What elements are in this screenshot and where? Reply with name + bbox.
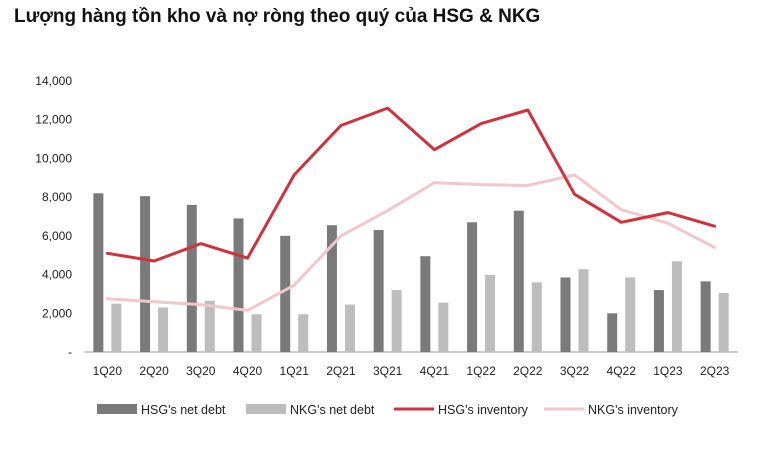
legend-label: NKG's net debt <box>290 403 375 417</box>
bar-hsg-net-debt <box>607 313 618 352</box>
bar-nkg-net-debt <box>671 261 682 352</box>
bar-nkg-net-debt <box>298 314 309 352</box>
bar-nkg-net-debt <box>204 300 215 352</box>
x-tick-label: 2Q22 <box>513 364 543 378</box>
y-tick-label: 4,000 <box>42 268 72 282</box>
legend-label: NKG's inventory <box>588 403 679 417</box>
legend-swatch <box>97 404 137 414</box>
bar-hsg-net-debt <box>653 290 664 352</box>
bar-nkg-net-debt <box>251 314 262 352</box>
bar-hsg-net-debt <box>93 193 104 352</box>
bar-hsg-net-debt <box>420 256 431 352</box>
y-tick-label: 2,000 <box>42 306 72 320</box>
bar-nkg-net-debt <box>531 282 542 352</box>
bar-hsg-net-debt <box>233 218 244 352</box>
x-tick-label: 2Q23 <box>700 364 730 378</box>
bar-hsg-net-debt <box>513 210 524 352</box>
x-tick-label: 3Q21 <box>373 364 403 378</box>
bar-nkg-net-debt <box>578 269 589 352</box>
y-tick-label: 6,000 <box>42 229 72 243</box>
bar-hsg-net-debt <box>373 230 384 352</box>
x-tick-label: 4Q21 <box>420 364 450 378</box>
bar-hsg-net-debt <box>280 235 291 352</box>
bar-hsg-net-debt <box>560 277 571 352</box>
bar-nkg-net-debt <box>158 307 169 352</box>
x-tick-label: 1Q20 <box>93 364 123 378</box>
chart-title: Lượng hàng tồn kho và nợ ròng theo quý c… <box>14 6 541 27</box>
x-tick-label: 3Q22 <box>560 364 590 378</box>
bar-hsg-net-debt <box>700 281 711 352</box>
y-tick-label: 14,000 <box>35 74 72 88</box>
bar-nkg-net-debt <box>718 292 729 352</box>
y-tick-label: 12,000 <box>35 113 72 127</box>
x-tick-label: 3Q20 <box>186 364 216 378</box>
legend-label: HSG's net debt <box>141 403 226 417</box>
bar-nkg-net-debt <box>391 290 402 352</box>
bar-nkg-net-debt <box>485 274 496 352</box>
bar-nkg-net-debt <box>438 302 449 352</box>
y-tick-label: 8,000 <box>42 190 72 204</box>
bar-nkg-net-debt <box>344 304 355 352</box>
bar-nkg-net-debt <box>625 277 636 352</box>
y-tick-label: 10,000 <box>35 151 72 165</box>
x-tick-label: 4Q22 <box>607 364 637 378</box>
line-hsg-inventory <box>105 106 717 263</box>
bar-hsg-net-debt <box>326 225 337 352</box>
x-tick-label: 1Q23 <box>653 364 683 378</box>
legend-label: HSG's inventory <box>438 403 529 417</box>
legend-swatch <box>246 404 286 414</box>
x-tick-label: 1Q21 <box>280 364 310 378</box>
x-tick-label: 4Q20 <box>233 364 263 378</box>
bar-nkg-net-debt <box>111 303 122 352</box>
bar-hsg-net-debt <box>467 222 478 352</box>
bar-hsg-net-debt <box>140 196 151 352</box>
line-nkg-inventory <box>105 173 717 312</box>
x-tick-label: 1Q22 <box>466 364 496 378</box>
x-tick-label: 2Q20 <box>139 364 169 378</box>
bar-hsg-net-debt <box>186 204 197 352</box>
x-tick-label: 2Q21 <box>326 364 356 378</box>
y-tick-label: - <box>68 345 72 359</box>
